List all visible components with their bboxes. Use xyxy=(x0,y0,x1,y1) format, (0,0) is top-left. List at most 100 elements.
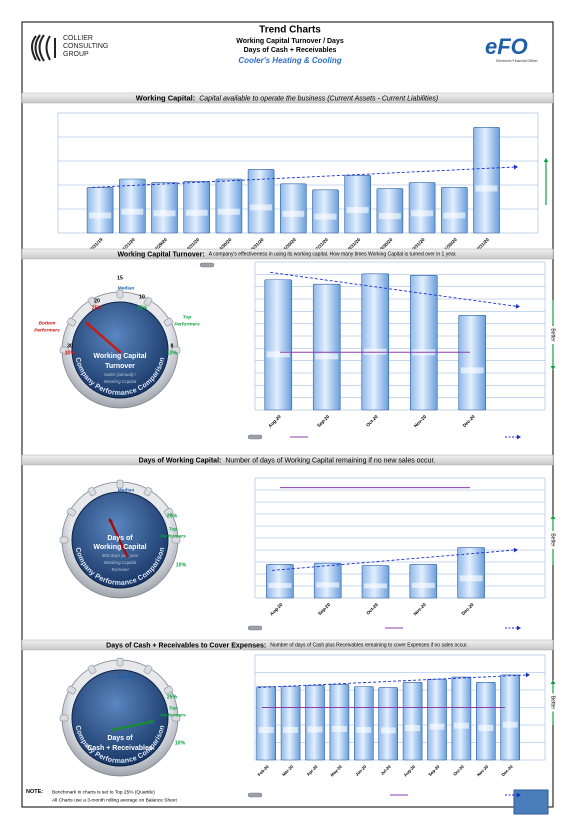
legend-bar-icon xyxy=(199,262,215,268)
bar-highlight xyxy=(460,367,484,374)
bar-highlight xyxy=(478,725,494,732)
arrow-head xyxy=(550,366,556,370)
bar xyxy=(402,681,423,761)
section-strip xyxy=(21,92,554,104)
bar-highlight xyxy=(378,213,401,220)
gauge-label: 20 xyxy=(94,298,100,304)
gauge-peg xyxy=(87,664,97,675)
gauge-center-label: Days of xyxy=(107,535,133,542)
gauge-formula: Working Capital xyxy=(104,379,137,384)
note: NOTE: xyxy=(26,789,43,795)
bar xyxy=(457,547,485,599)
better-label: Better xyxy=(550,696,556,710)
x-tick-label: Nov-20 xyxy=(413,414,428,429)
x-tick-label: Mar-20 xyxy=(281,763,295,777)
bar xyxy=(151,182,178,234)
bar xyxy=(475,681,496,761)
better-label: Better xyxy=(550,328,556,342)
trend-line xyxy=(270,271,518,307)
section-title: Working Capital: xyxy=(136,93,195,102)
logo-line: CONSULTING xyxy=(63,43,108,50)
bar xyxy=(353,686,374,761)
gauge-formula: 365 days per year xyxy=(102,553,139,558)
gauge-peg xyxy=(59,714,69,722)
arrow-head xyxy=(150,719,155,725)
bar-highlight xyxy=(121,208,144,215)
gauge-label: 10% xyxy=(175,740,186,746)
better-label-bg xyxy=(550,326,556,344)
bar-highlight xyxy=(316,582,340,588)
gauge-label: 25% xyxy=(167,694,178,700)
gauge-peg xyxy=(116,289,124,299)
bar-highlight xyxy=(315,353,339,360)
gauge-peg xyxy=(171,714,181,722)
bar-highlight xyxy=(405,725,421,732)
page-subtitle: Days of Cash + Receivables xyxy=(244,47,337,54)
x-tick-label: Aug-20 xyxy=(403,763,417,777)
logo-line: GROUP xyxy=(63,51,89,58)
arrow-head xyxy=(513,547,518,553)
gauge-formula: Working Capital xyxy=(104,560,137,565)
section-heading: Days of Cash + Receivables to Cover Expe… xyxy=(106,642,468,649)
x-tick-label: Apr-20 xyxy=(306,763,319,776)
bar-highlight xyxy=(217,208,240,215)
arrow-head xyxy=(517,792,521,798)
better-label: Better xyxy=(550,533,556,547)
bar xyxy=(312,283,341,411)
gauge-label: 25% xyxy=(137,305,148,311)
page-subtitle: Working Capital Turnover / Days xyxy=(236,38,344,45)
gauge-peg xyxy=(87,296,97,307)
section-description: Capital available to operate the busines… xyxy=(199,95,438,102)
section-title: Days of Cash + Receivables to Cover Expe… xyxy=(106,642,266,649)
section-description: Number of days of Working Capital remain… xyxy=(225,457,435,464)
gauge-label: Bottom xyxy=(39,320,57,326)
bar xyxy=(119,178,146,234)
bar-highlight xyxy=(153,210,176,217)
x-tick-label: Jul-20 xyxy=(380,763,393,776)
x-tick-label: Aug-20 xyxy=(267,414,282,429)
bar-highlight xyxy=(283,726,299,733)
bar-highlight xyxy=(346,207,369,214)
arrow-head xyxy=(108,517,113,523)
gauge-formula: Sales (annual) / xyxy=(104,372,137,377)
bar xyxy=(427,678,447,761)
bar-highlight xyxy=(363,348,387,355)
company-name: Cooler's Heating & Cooling xyxy=(238,56,341,65)
bar-highlight xyxy=(453,722,469,729)
gauge-needle xyxy=(109,520,129,558)
bar-highlight xyxy=(411,210,434,217)
bar xyxy=(409,564,438,599)
gauge-peg xyxy=(59,536,69,544)
bar xyxy=(361,273,390,411)
bar-highlight xyxy=(282,210,305,217)
nav-button[interactable] xyxy=(513,789,549,815)
gauge-peg xyxy=(163,685,174,695)
bar xyxy=(344,175,372,234)
section-description: A company's effectiveness in using its w… xyxy=(209,252,457,258)
bar xyxy=(440,187,468,234)
section-strip xyxy=(21,454,554,466)
gauge-label: 25% xyxy=(92,305,103,311)
x-tick-label: Nov-20 xyxy=(476,763,490,777)
section-strip xyxy=(21,639,554,651)
gauge-peg xyxy=(143,296,153,307)
gauge-peg xyxy=(171,346,181,354)
bar-highlight xyxy=(266,351,290,358)
gauge-label: Performers xyxy=(160,533,186,539)
bar xyxy=(376,188,404,234)
logo-line: COLLIER xyxy=(63,35,93,42)
gauge-label: 10% xyxy=(65,350,76,356)
gauge-peg xyxy=(143,486,153,497)
bar-highlight xyxy=(411,582,435,588)
gauge-label: 10% xyxy=(176,562,187,568)
arrow-head xyxy=(85,321,90,327)
x-tick-label: Oct-20 xyxy=(365,602,379,616)
arrow-head xyxy=(543,158,549,162)
bar-highlight xyxy=(331,725,347,732)
trend-line xyxy=(271,549,516,571)
bar xyxy=(500,674,521,761)
section-description: Number of days of Cash plus Receivables … xyxy=(270,643,468,649)
